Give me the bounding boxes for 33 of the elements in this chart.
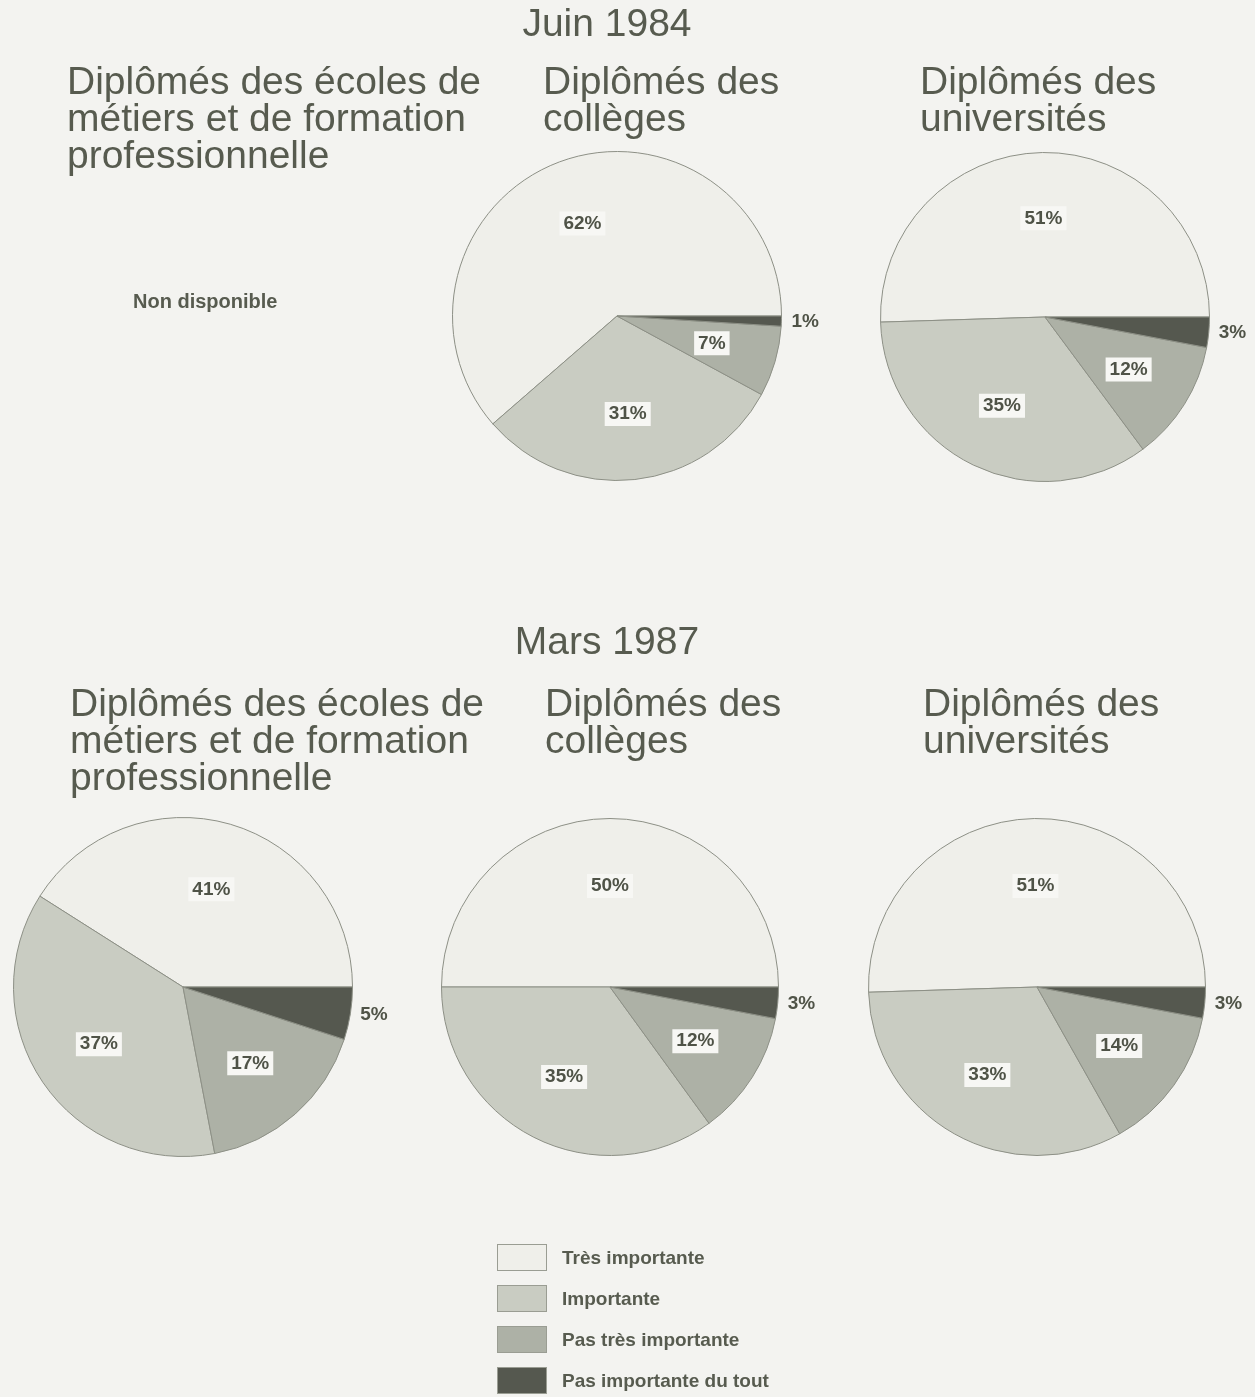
chart-title: Diplômés des universités — [920, 59, 1158, 139]
data-label: 17% — [231, 1051, 270, 1073]
data-label: 37% — [79, 1032, 118, 1054]
data-label: 5% — [360, 1003, 388, 1025]
text: Juin 1984 — [521, 1, 693, 44]
data-label: 62% — [563, 211, 602, 233]
chart-title: Diplômés des écoles de métiers et de formation professionnelle — [70, 681, 486, 798]
data-label: 7% — [698, 331, 726, 353]
legend-label: Très importante — [562, 1246, 705, 1269]
data-label: 33% — [968, 1063, 1007, 1085]
data-label: 31% — [608, 402, 647, 424]
text: Diplômés des écoles de métiers et de formation professionnelle — [67, 59, 483, 176]
data-label: 3% — [787, 992, 816, 1014]
chart-title: Diplômés des universités — [923, 681, 1161, 761]
data-label: 35% — [982, 394, 1022, 416]
chart-title: Diplômés des collèges — [545, 681, 783, 761]
data-label: 35% — [545, 1065, 584, 1087]
text: Non disponible — [133, 289, 278, 313]
chart-title: Diplômés des collèges — [543, 59, 781, 139]
data-label: 14% — [1100, 1034, 1139, 1056]
data-label: 3% — [1218, 321, 1247, 343]
data-label: 51% — [1024, 206, 1063, 228]
data-label: 3% — [1214, 991, 1243, 1013]
data-label: 12% — [1109, 357, 1148, 379]
data-label: 41% — [192, 877, 231, 899]
legend-label: Pas importante du tout — [562, 1369, 769, 1392]
legend-label: Pas très importante — [562, 1328, 740, 1351]
data-label: 51% — [1016, 874, 1055, 896]
data-label: 12% — [676, 1029, 715, 1051]
text: Mars 1987 — [513, 619, 701, 662]
data-label: 1% — [791, 309, 819, 331]
legend-label: Importante — [562, 1287, 661, 1310]
data-label: 50% — [590, 874, 630, 896]
